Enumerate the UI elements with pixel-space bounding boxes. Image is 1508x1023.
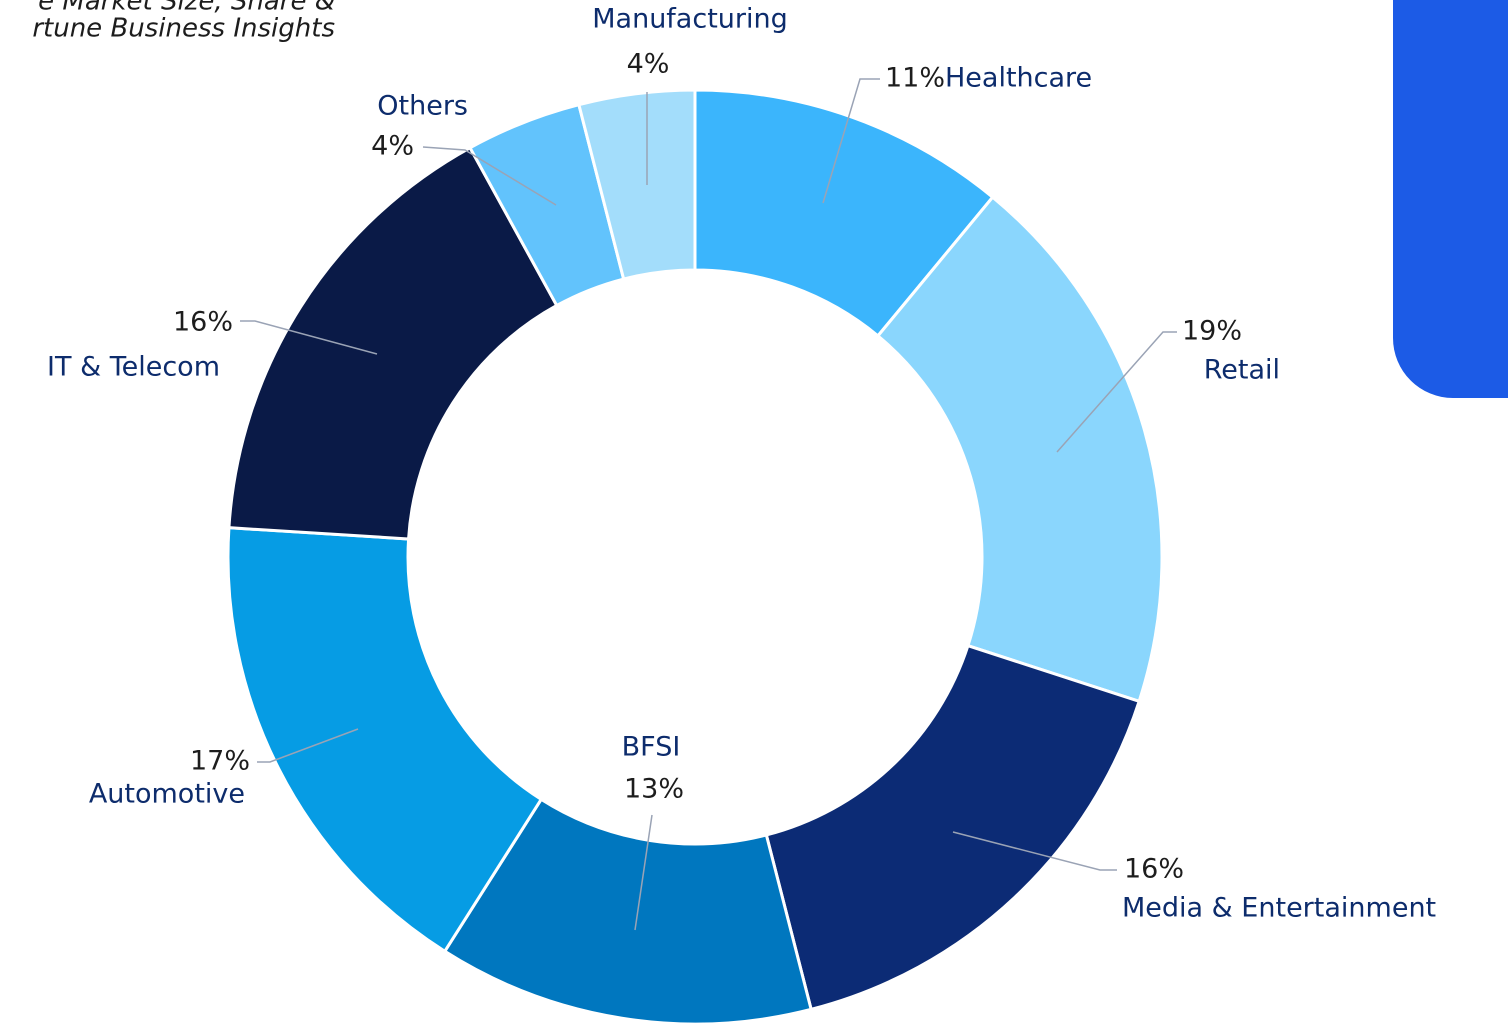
leader-line bbox=[634, 814, 653, 931]
donut-slice bbox=[875, 195, 1164, 704]
slice-name-label: Media & Entertainment bbox=[1122, 893, 1436, 924]
leader-line bbox=[422, 146, 557, 206]
leader-line bbox=[952, 831, 1117, 871]
slice-name-label: Healthcare bbox=[945, 63, 1092, 94]
source-note: rtune Business Insights bbox=[32, 14, 335, 44]
slice-value-label: 4% bbox=[627, 49, 670, 80]
slice-value-label: 16% bbox=[1124, 854, 1184, 885]
leader-line bbox=[257, 728, 359, 763]
slice-name-label: IT & Telecom bbox=[47, 352, 220, 383]
slice-value-label: 19% bbox=[1182, 316, 1242, 347]
slice-value-label: 11% bbox=[885, 63, 945, 94]
slice-value-label: 17% bbox=[190, 746, 250, 777]
slice-name-label: Automotive bbox=[89, 779, 245, 810]
donut-slice bbox=[227, 145, 559, 541]
slice-value-label: 13% bbox=[624, 774, 684, 805]
slice-name-label: Retail bbox=[1204, 355, 1280, 386]
slice-name-label: BFSI bbox=[622, 732, 681, 763]
donut-slice bbox=[577, 88, 697, 281]
donut-slice bbox=[442, 797, 813, 1023]
leader-line bbox=[822, 78, 880, 204]
leader-line bbox=[240, 320, 378, 355]
donut-slice bbox=[764, 643, 1142, 1012]
slice-value-label: 16% bbox=[173, 307, 233, 338]
slice-name-label: Others bbox=[377, 91, 468, 122]
slice-name-label: Manufacturing bbox=[592, 4, 788, 35]
side-panel bbox=[1393, 0, 1508, 398]
source-note: e Market Size, Share & bbox=[38, 0, 335, 17]
donut-slice bbox=[226, 526, 544, 954]
slice-value-label: 4% bbox=[371, 131, 414, 162]
leader-line bbox=[1056, 331, 1177, 453]
